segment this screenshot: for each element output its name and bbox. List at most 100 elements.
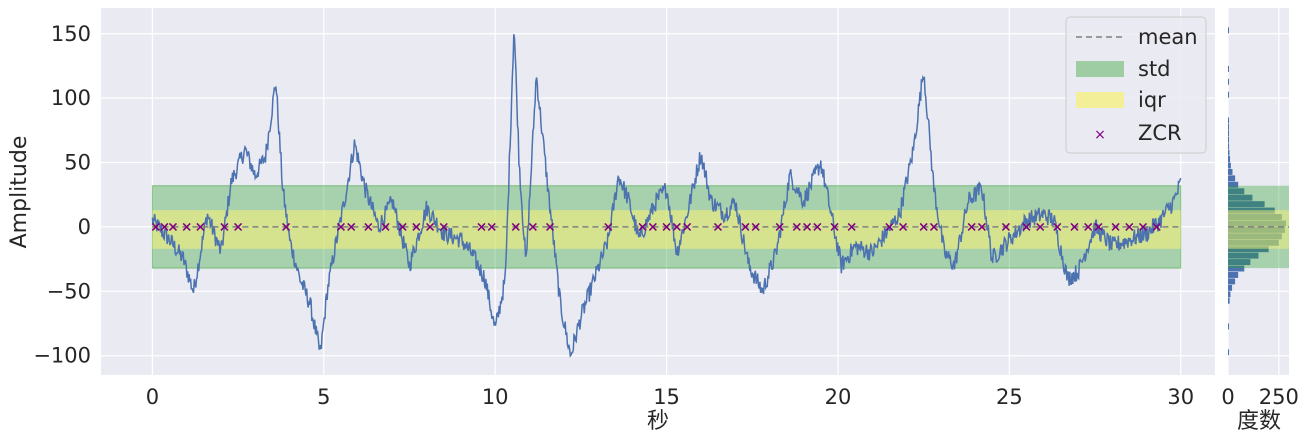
main-plot-area <box>101 8 1215 375</box>
hist-bar <box>1228 156 1231 163</box>
hist-bar <box>1228 246 1269 253</box>
main-yticks: −100 −50 0 50 100 150 <box>33 22 91 368</box>
zcr-marker <box>1111 222 1120 231</box>
x-tick-label: 0 <box>146 385 159 409</box>
x-tick-label: 20 <box>825 385 852 409</box>
y-tick-label: 0 <box>78 215 91 239</box>
zcr-marker-stroke <box>713 222 723 231</box>
zcr-marker-stroke <box>528 222 537 231</box>
zcr-marker <box>511 222 520 231</box>
zcr-marker-stroke <box>347 222 356 231</box>
hist-bar <box>1228 201 1265 208</box>
legend-zcr-label: ZCR <box>1138 121 1182 145</box>
hist-bar <box>1228 27 1229 34</box>
hist-bar <box>1228 65 1229 72</box>
zcr-marker-stroke <box>1111 222 1120 231</box>
zcr-marker <box>347 222 356 231</box>
legend-iqr-swatch <box>1076 92 1124 108</box>
zcr-marker-stroke <box>662 222 671 231</box>
hist-bar <box>1228 162 1231 169</box>
hist-bar <box>1228 271 1239 278</box>
hist-bar <box>1228 297 1230 304</box>
zcr-marker <box>528 222 537 231</box>
zcr-marker <box>885 222 894 231</box>
zcr-marker <box>813 222 822 231</box>
main-zcr <box>151 222 1161 231</box>
zcr-marker <box>1036 222 1045 231</box>
zcr-marker-stroke <box>1001 222 1010 231</box>
hist-bar <box>1228 117 1229 124</box>
zcr-marker-stroke <box>1070 222 1079 231</box>
zcr-marker-stroke <box>967 222 976 231</box>
x-tick-label: 15 <box>653 385 680 409</box>
zcr-marker <box>282 222 291 231</box>
zcr-marker-stroke <box>487 222 496 231</box>
zcr-marker <box>775 222 784 231</box>
zcr-marker <box>604 222 613 231</box>
zcr-marker-stroke <box>813 222 822 231</box>
zcr-marker <box>234 222 243 231</box>
zcr-marker-stroke <box>545 222 555 231</box>
legend-frame <box>1065 16 1207 154</box>
zcr-marker-stroke <box>1084 222 1093 231</box>
hist-bar <box>1228 349 1229 356</box>
hist-bar <box>1228 194 1253 201</box>
zcr-marker <box>899 222 908 231</box>
zcr-marker <box>426 222 435 231</box>
zcr-marker-stroke <box>604 222 613 231</box>
zcr-marker <box>220 222 229 231</box>
zcr-marker-stroke <box>775 222 784 231</box>
y-tick-label: −50 <box>47 279 91 303</box>
y-tick-label: 50 <box>64 151 91 175</box>
zcr-marker <box>487 222 496 231</box>
zcr-marker <box>412 222 421 231</box>
hist-iqr-band <box>1228 210 1289 249</box>
zcr-marker-stroke <box>511 222 520 231</box>
y-axis-label: Amplitude <box>7 136 32 249</box>
zcr-marker <box>1125 222 1134 231</box>
zcr-marker <box>967 222 976 231</box>
zcr-marker-stroke <box>803 222 812 231</box>
zcr-marker-stroke <box>234 222 243 231</box>
zcr-marker <box>477 222 486 231</box>
zcr-marker <box>1022 222 1031 231</box>
zcr-marker <box>977 222 986 231</box>
x-tick-label: 5 <box>317 385 330 409</box>
hist-bar <box>1228 284 1233 291</box>
hist-bar <box>1228 323 1229 330</box>
legend-zcr-swatch: × <box>1094 127 1106 143</box>
zcr-marker-stroke <box>196 222 205 231</box>
zcr-marker <box>1084 222 1093 231</box>
zcr-marker <box>364 222 373 231</box>
signal-line <box>151 34 1182 358</box>
hist-bar <box>1228 278 1236 285</box>
zcr-marker <box>439 222 448 231</box>
zcr-marker-stroke <box>648 222 657 231</box>
hist-x-tick-label: 250 <box>1259 385 1299 409</box>
zcr-marker-stroke <box>282 222 291 231</box>
zcr-marker-stroke <box>885 222 894 231</box>
hist-bar <box>1228 265 1245 272</box>
zcr-marker <box>638 222 647 231</box>
zcr-marker-stroke <box>1053 222 1062 231</box>
zcr-marker <box>713 222 723 231</box>
zcr-marker-stroke <box>151 222 160 231</box>
zcr-marker <box>929 222 938 231</box>
zcr-marker-stroke <box>751 222 760 231</box>
legend-iqr-label: iqr <box>1138 88 1166 112</box>
zcr-marker <box>803 222 812 231</box>
zcr-marker-stroke <box>977 222 986 231</box>
zcr-marker-stroke <box>830 222 839 231</box>
zcr-marker <box>168 222 178 231</box>
zcr-marker <box>182 222 191 231</box>
zcr-marker <box>336 222 345 231</box>
zcr-marker <box>1138 222 1148 231</box>
zcr-marker-stroke <box>1094 222 1103 231</box>
zcr-marker <box>196 222 205 231</box>
hist-x-axis-label: 度数 <box>1237 409 1281 434</box>
zcr-marker-stroke <box>929 222 938 231</box>
zcr-marker <box>751 222 760 231</box>
zcr-marker <box>381 222 390 231</box>
zcr-marker <box>792 222 801 231</box>
